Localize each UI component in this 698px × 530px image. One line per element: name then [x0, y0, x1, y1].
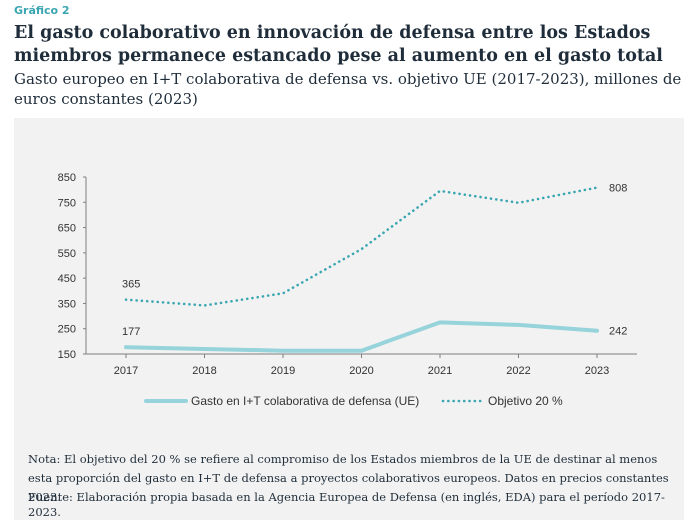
- y-tick-label: 750: [58, 197, 76, 209]
- chart-axes: 150 250 350 450 550 650 750 850 2017 2018 2019 2020…: [58, 172, 637, 377]
- chart-note: Nota: El objetivo del 20 % se refiere al…: [28, 452, 669, 504]
- data-label: 242: [609, 326, 627, 338]
- chart-panel: [14, 118, 684, 520]
- legend-label-objetivo: Objetivo 20 %: [488, 394, 563, 408]
- chart-subtitle: Gasto europeo en I+T colaborativa de def…: [14, 70, 682, 108]
- x-tick-label: 2017: [114, 365, 138, 377]
- x-tick-label: 2022: [506, 365, 530, 377]
- chart-lines: [124, 186, 599, 353]
- x-tick-label: 2021: [428, 365, 452, 377]
- y-tick-label: 350: [58, 298, 76, 310]
- chart-source: Fuente: Elaboración propia basada en la …: [28, 490, 665, 519]
- chart-legend: Gasto en I+T colaborativa de defensa (UE…: [144, 394, 563, 408]
- x-tick-label: 2020: [349, 365, 373, 377]
- y-tick-label: 850: [58, 172, 76, 184]
- data-label: 177: [122, 326, 140, 338]
- y-tick-label: 650: [58, 223, 76, 235]
- chart-data-labels: 177 242 365 808: [122, 183, 627, 339]
- legend-label-gasto: Gasto en I+T colaborativa de defensa (UE…: [191, 394, 419, 408]
- y-tick-label: 250: [58, 324, 76, 336]
- data-label: 365: [122, 279, 140, 291]
- series-line-objetivo: [124, 186, 599, 307]
- y-tick-label: 450: [58, 273, 76, 285]
- data-label: 808: [609, 183, 627, 195]
- series-line-gasto: [124, 320, 599, 353]
- x-tick-label: 2019: [271, 365, 295, 377]
- chart-title: El gasto colaborativo en innovación de d…: [14, 23, 663, 66]
- y-tick-label: 150: [58, 349, 76, 361]
- y-tick-label: 550: [58, 248, 76, 260]
- x-tick-label: 2018: [192, 365, 216, 377]
- x-tick-label: 2023: [585, 365, 609, 377]
- chart-kicker: Gráfico 2: [14, 4, 70, 17]
